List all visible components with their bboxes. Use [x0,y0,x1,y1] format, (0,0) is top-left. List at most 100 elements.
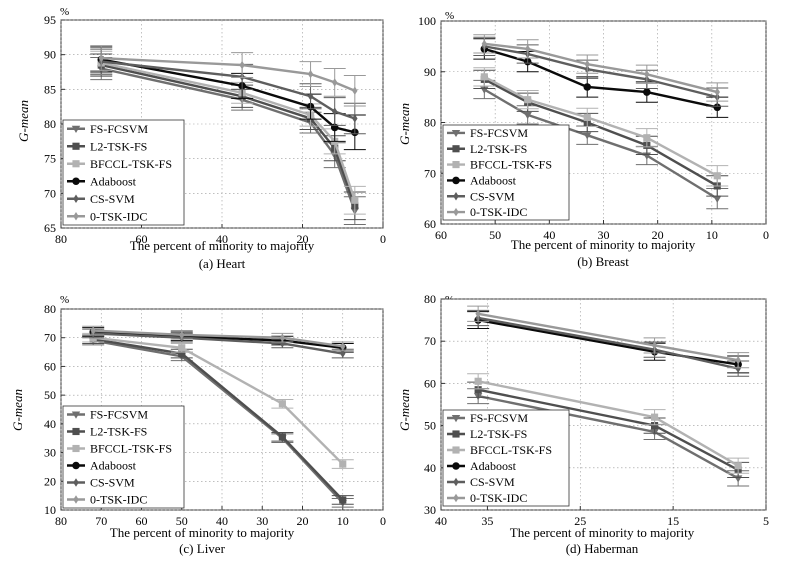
legend-marker [72,142,80,150]
legend-marker [452,176,460,185]
y-tick-label: 85 [44,82,56,96]
data-point [713,195,722,203]
x-tick-label: 5 [763,514,769,528]
legend-label: CS-SVM [90,192,135,206]
legend-box [62,405,185,509]
data-point [352,114,358,123]
data-point [279,339,286,348]
data-point [351,196,359,204]
y-tick-label: 40 [44,417,56,431]
y-axis-unit: % [60,294,69,306]
x-tick-label: 60 [435,228,447,242]
y-tick-label: 80 [44,117,56,131]
y-axis-label: G-mean [397,103,412,145]
data-point [331,78,338,87]
data-point [524,96,532,104]
legend-marker [452,145,460,153]
y-tick-label: 40 [424,461,436,475]
panel-title: (d) Haberman [566,541,639,556]
data-point [179,330,185,340]
panel-title: (a) Heart [199,256,246,271]
legend-label: Adaboost [90,459,137,473]
legend-label: CS-SVM [470,475,515,489]
legend-box [62,119,185,226]
y-tick-label: 70 [44,331,56,345]
x-tick-label: 40 [216,514,228,528]
legend-marker [452,430,460,438]
data-point [279,333,286,342]
data-point [178,344,186,352]
data-point [735,364,741,373]
data-point [713,172,721,180]
legend-marker [452,446,460,454]
legend-label: Adaboost [90,174,137,188]
panel-title: (c) Liver [179,541,226,556]
x-tick-label: 80 [55,232,67,246]
legend-marker [71,125,81,133]
data-point [643,88,651,96]
x-tick-label: 30 [598,228,610,242]
panel-title: (b) Breast [577,254,629,269]
data-point [352,86,358,95]
data-point [340,342,346,351]
y-tick-label: 100 [418,14,436,28]
x-tick-label: 25 [574,514,586,528]
data-point [331,107,338,116]
legend-marker [452,161,460,169]
x-tick-label: 50 [489,228,501,242]
legend-marker [453,192,459,201]
legend-marker [72,427,80,436]
legend-label: BFCCL-TSK-FS [470,443,552,457]
series-line [93,329,343,348]
series-line [93,336,344,465]
data-point [340,349,346,358]
x-tick-label: 0 [380,232,386,246]
data-point [278,400,286,408]
y-axis-label: G-mean [10,389,25,431]
legend-label: L2-TSK-FS [90,425,147,439]
x-tick-label: 40 [216,232,228,246]
data-point [98,53,104,63]
x-axis-label: The percent of minority to majority [130,238,315,253]
data-point [339,460,347,468]
legend-marker [71,411,81,419]
data-point [90,326,96,335]
data-point [307,92,314,101]
data-point [178,349,186,358]
x-tick-label: 20 [652,228,664,242]
legend-marker [451,129,461,138]
series-line [92,339,344,504]
legend-label: L2-TSK-FS [470,427,527,441]
legend-marker [72,461,80,470]
y-tick-label: 80 [424,116,436,130]
data-point [714,87,720,97]
y-tick-label: 70 [44,186,56,200]
data-point [734,462,742,470]
legend-label: FS-FCSVM [470,126,528,140]
legend-marker [73,478,79,487]
data-point [474,386,482,394]
x-tick-label: 30 [256,514,268,528]
y-tick-label: 60 [424,376,436,390]
legend-label: 0-TSK-IDC [90,209,147,223]
series-line [93,337,344,501]
x-tick-label: 40 [435,514,447,528]
legend-label: FS-FCSVM [90,122,148,136]
legend-label: 0-TSK-IDC [470,491,527,505]
y-axis-unit: % [445,10,454,22]
chart-panel-liver: (c) Liver The percent of minority to maj… [10,294,386,556]
x-tick-label: 0 [380,514,386,528]
y-tick-label: 50 [424,419,436,433]
x-tick-label: 10 [706,228,718,242]
chart-panel-haberman: (d) Haberman The percent of minority to … [397,292,769,556]
legend-label: FS-FCSVM [470,411,528,425]
legend-marker [451,415,461,423]
data-point [278,433,286,441]
data-point [651,341,658,350]
legend-label: CS-SVM [470,189,515,203]
legend-marker [453,207,459,217]
y-tick-label: 20 [44,474,56,488]
chart-panel-heart: (a) Heart The percent of minority to maj… [16,6,386,271]
legend-label: CS-SVM [90,476,135,490]
